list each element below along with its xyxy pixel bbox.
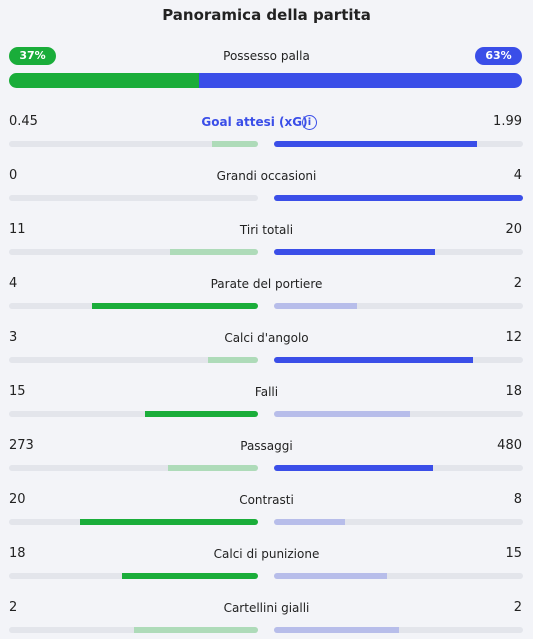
stat-label: Calci d'angolo [224, 331, 309, 345]
away-bar [274, 627, 399, 633]
away-value: 1.99 [493, 114, 522, 129]
stat-label: Grandi occasioni [216, 169, 317, 183]
stat-label: Parate del portiere [210, 277, 323, 291]
title: Panoramica della partita [162, 6, 371, 24]
away-track [274, 195, 523, 201]
stat-label: Tiri totali [239, 223, 294, 237]
stat-label: Cartellini gialli [223, 601, 310, 615]
home-bar [80, 519, 258, 525]
home-track [9, 195, 258, 201]
home-value: 15 [9, 384, 26, 399]
home-track [9, 411, 258, 417]
away-value: 18 [505, 384, 522, 399]
away-bar [274, 249, 435, 255]
away-value: 4 [513, 168, 522, 183]
away-value: 2 [513, 600, 522, 615]
home-value: 11 [9, 222, 26, 237]
home-bar [144, 411, 258, 417]
home-track [9, 141, 258, 147]
home-track [9, 249, 258, 255]
home-value: 18 [9, 546, 26, 561]
home-track [9, 465, 258, 471]
stat-label: Falli [254, 385, 279, 399]
away-bar [274, 303, 357, 309]
away-track [274, 627, 523, 633]
away-bar [274, 465, 433, 471]
away-value: 8 [513, 492, 522, 507]
away-bar [274, 573, 388, 579]
home-possession: 37% [9, 47, 56, 65]
home-value: 20 [9, 492, 26, 507]
away-bar [274, 519, 346, 525]
away-track [274, 141, 523, 147]
away-track [274, 465, 523, 471]
away-bar [274, 141, 478, 147]
away-track [274, 303, 523, 309]
away-value: 480 [497, 438, 522, 453]
home-bar [92, 303, 258, 309]
away-track [274, 519, 523, 525]
home-bar [169, 249, 258, 255]
home-track [9, 573, 258, 579]
possession-home-bar [9, 73, 199, 88]
away-value: 12 [505, 330, 522, 345]
home-bar [133, 627, 258, 633]
away-value: 20 [505, 222, 522, 237]
home-value: 4 [9, 276, 18, 291]
info-icon: i [302, 115, 317, 130]
stat-label: Calci di punizione [213, 547, 320, 561]
away-track [274, 573, 523, 579]
away-bar [274, 357, 474, 363]
possession-away-bar [198, 73, 522, 88]
stat-label: Contrasti [239, 493, 294, 507]
home-bar [122, 573, 258, 579]
away-possession: 63% [475, 47, 522, 65]
away-track [274, 411, 523, 417]
home-bar [208, 357, 258, 363]
stat-label: Goal attesi (xG) [201, 115, 308, 129]
home-bar [212, 141, 258, 147]
away-value: 15 [505, 546, 522, 561]
away-value: 2 [513, 276, 522, 291]
home-value: 2 [9, 600, 18, 615]
possession-label: Possesso palla [223, 49, 310, 63]
home-value: 0 [9, 168, 18, 183]
away-track [274, 249, 523, 255]
away-track [274, 357, 523, 363]
home-value: 0.45 [9, 114, 38, 129]
away-bar [274, 411, 410, 417]
home-value: 3 [9, 330, 18, 345]
away-bar [274, 195, 523, 201]
home-value: 273 [9, 438, 34, 453]
home-track [9, 357, 258, 363]
home-track [9, 519, 258, 525]
home-bar [167, 465, 258, 471]
home-track [9, 303, 258, 309]
home-track [9, 627, 258, 633]
stat-label: Passaggi [240, 439, 293, 453]
